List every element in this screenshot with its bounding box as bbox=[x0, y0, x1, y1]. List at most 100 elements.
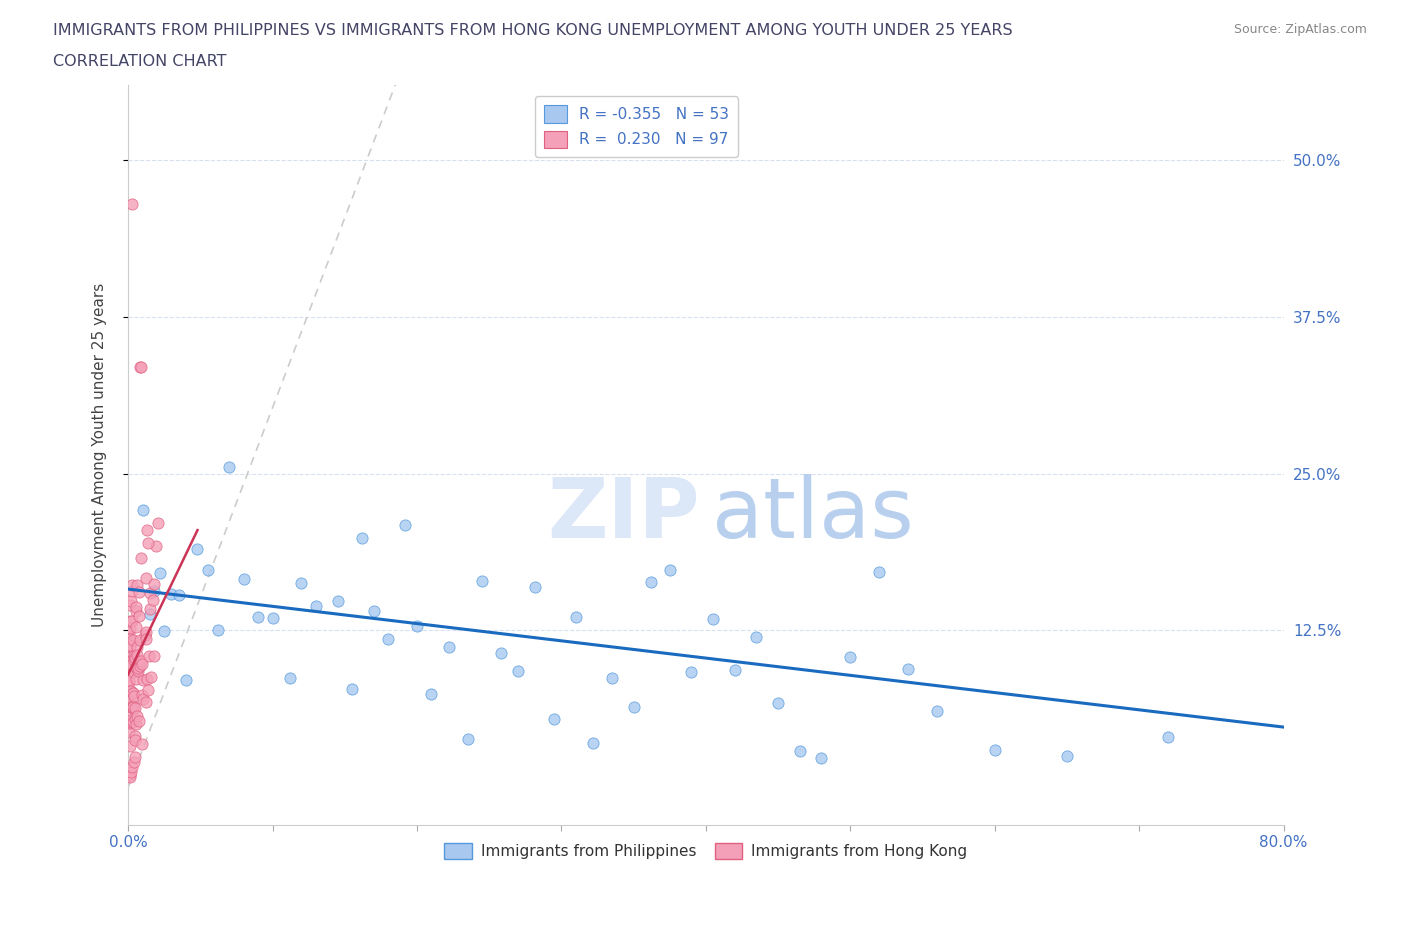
Point bbox=[131, 551, 153, 565]
Point bbox=[120, 631, 142, 646]
Point bbox=[125, 647, 148, 662]
Point bbox=[681, 665, 703, 680]
Point bbox=[120, 597, 142, 612]
Point bbox=[131, 657, 153, 671]
Point bbox=[278, 671, 301, 685]
Point bbox=[745, 630, 768, 644]
Point bbox=[120, 684, 142, 698]
Point bbox=[983, 742, 1005, 757]
Point bbox=[724, 663, 747, 678]
Point bbox=[868, 565, 890, 579]
Point bbox=[120, 654, 142, 669]
Point bbox=[124, 700, 146, 715]
Point bbox=[118, 715, 141, 730]
Point bbox=[148, 515, 170, 530]
Text: ZIP: ZIP bbox=[547, 473, 700, 554]
Point bbox=[120, 738, 142, 753]
Point bbox=[138, 585, 160, 600]
Point bbox=[121, 196, 143, 211]
Text: atlas: atlas bbox=[711, 473, 914, 554]
Point bbox=[766, 695, 789, 710]
Point bbox=[124, 716, 146, 731]
Point bbox=[125, 600, 148, 615]
Point bbox=[218, 460, 240, 475]
Point bbox=[127, 709, 149, 724]
Point bbox=[122, 755, 145, 770]
Point bbox=[138, 602, 160, 617]
Point bbox=[136, 671, 159, 686]
Point bbox=[122, 698, 145, 713]
Point bbox=[124, 711, 146, 726]
Point bbox=[145, 538, 167, 553]
Point bbox=[128, 585, 150, 600]
Point bbox=[118, 705, 141, 720]
Point bbox=[120, 638, 142, 653]
Point bbox=[136, 683, 159, 698]
Point bbox=[129, 658, 152, 673]
Point bbox=[122, 699, 145, 714]
Point bbox=[120, 658, 142, 672]
Point bbox=[124, 750, 146, 764]
Point bbox=[121, 583, 143, 598]
Point bbox=[135, 695, 157, 710]
Point bbox=[524, 579, 547, 594]
Point bbox=[128, 360, 150, 375]
Point bbox=[363, 604, 385, 618]
Point bbox=[118, 674, 141, 689]
Point bbox=[197, 563, 219, 578]
Point bbox=[132, 692, 155, 707]
Point bbox=[120, 654, 142, 669]
Point bbox=[128, 609, 150, 624]
Point bbox=[471, 574, 494, 589]
Point bbox=[658, 562, 681, 577]
Point bbox=[262, 610, 284, 625]
Point bbox=[125, 604, 148, 618]
Point bbox=[305, 598, 328, 613]
Point bbox=[582, 736, 605, 751]
Point bbox=[702, 611, 724, 626]
Point bbox=[135, 624, 157, 639]
Point bbox=[122, 714, 145, 729]
Point bbox=[121, 685, 143, 700]
Point bbox=[457, 731, 479, 746]
Point bbox=[131, 503, 153, 518]
Point bbox=[120, 639, 142, 654]
Point bbox=[127, 578, 149, 592]
Point bbox=[623, 699, 645, 714]
Point bbox=[129, 632, 152, 647]
Point bbox=[600, 671, 623, 686]
Point bbox=[118, 672, 141, 687]
Point bbox=[118, 767, 141, 782]
Y-axis label: Unemployment Among Youth under 25 years: Unemployment Among Youth under 25 years bbox=[93, 283, 107, 627]
Point bbox=[120, 699, 142, 714]
Point bbox=[121, 685, 143, 700]
Point bbox=[127, 661, 149, 676]
Point bbox=[138, 648, 160, 663]
Point bbox=[135, 571, 157, 586]
Point bbox=[120, 658, 142, 672]
Point bbox=[1056, 749, 1078, 764]
Point bbox=[143, 583, 166, 598]
Point bbox=[232, 571, 254, 586]
Point bbox=[124, 651, 146, 666]
Point bbox=[120, 594, 142, 609]
Point bbox=[149, 566, 172, 581]
Point bbox=[121, 760, 143, 775]
Point bbox=[118, 691, 141, 706]
Text: IMMIGRANTS FROM PHILIPPINES VS IMMIGRANTS FROM HONG KONG UNEMPLOYMENT AMONG YOUT: IMMIGRANTS FROM PHILIPPINES VS IMMIGRANT… bbox=[53, 23, 1014, 38]
Point bbox=[118, 662, 141, 677]
Point bbox=[122, 700, 145, 715]
Point bbox=[437, 639, 460, 654]
Point bbox=[122, 688, 145, 703]
Point bbox=[135, 631, 157, 646]
Point bbox=[131, 687, 153, 702]
Point bbox=[121, 578, 143, 592]
Point bbox=[131, 737, 153, 752]
Text: Source: ZipAtlas.com: Source: ZipAtlas.com bbox=[1233, 23, 1367, 36]
Legend: Immigrants from Philippines, Immigrants from Hong Kong: Immigrants from Philippines, Immigrants … bbox=[439, 837, 973, 866]
Point bbox=[118, 669, 141, 684]
Point bbox=[247, 610, 270, 625]
Point bbox=[122, 649, 145, 664]
Point bbox=[118, 770, 141, 785]
Point bbox=[118, 725, 141, 740]
